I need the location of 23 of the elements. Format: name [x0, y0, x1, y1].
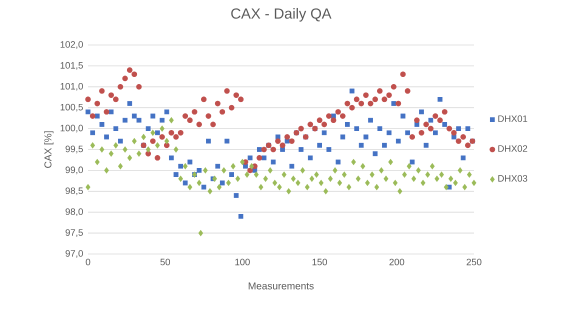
x-tick-label: 150	[312, 258, 328, 266]
y-tick-label: 99,0	[66, 166, 83, 174]
legend-label: DHX02	[498, 145, 528, 152]
y-tick-label: 99,5	[66, 146, 83, 154]
y-tick-label: 98,0	[66, 208, 83, 216]
y-tick-label: 101,0	[60, 82, 83, 91]
y-tick-label: 97,5	[66, 229, 83, 237]
y-tick-label: 98,5	[66, 187, 83, 196]
legend-label: DHX01	[498, 115, 528, 122]
y-axis-title: CAX [%]	[44, 131, 54, 168]
x-tick-label: 250	[466, 258, 482, 266]
legend-label: DHX03	[498, 175, 528, 182]
x-tick-label: 0	[86, 258, 90, 266]
y-tick-label: 97,0	[66, 250, 83, 258]
x-axis-title: Measurements	[248, 282, 314, 290]
y-tick-label: 100,5	[60, 104, 83, 112]
chart-title: CAX - Daily QA	[231, 8, 332, 22]
x-tick-label: 50	[160, 258, 170, 266]
y-tick-label: 102,0	[60, 41, 83, 49]
x-tick-label: 100	[235, 258, 250, 266]
x-tick-label: 200	[389, 258, 404, 266]
y-tick-label: 100,0	[60, 124, 83, 132]
y-tick-label: 101,5	[60, 62, 83, 70]
